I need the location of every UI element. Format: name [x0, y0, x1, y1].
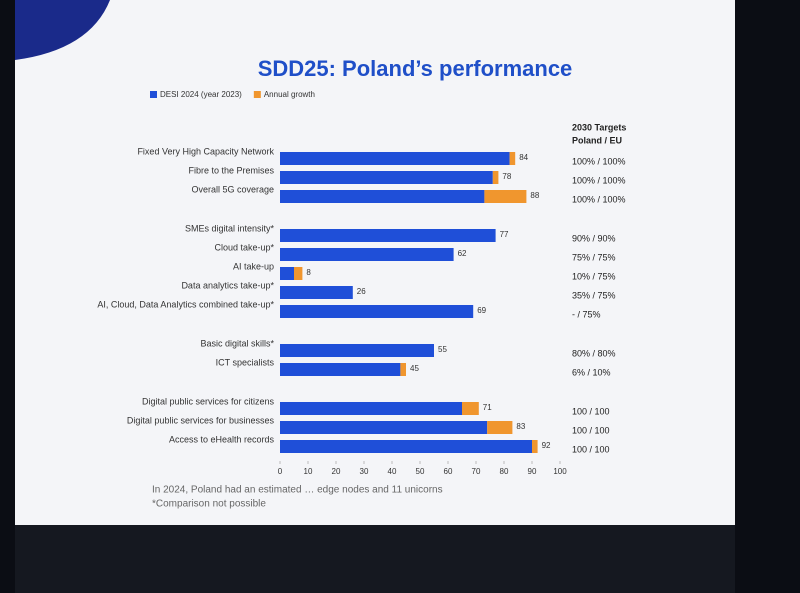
- bar-segment: [280, 248, 454, 261]
- footnote: *Comparison not possible: [152, 499, 266, 510]
- target-label: 90% / 90%: [572, 233, 616, 243]
- x-tick-label: 80: [500, 467, 509, 476]
- value-label: 77: [500, 230, 509, 239]
- bar-segment: [280, 190, 485, 203]
- chart-title: SDD25: Poland’s performance: [258, 56, 573, 81]
- x-tick-label: 90: [528, 467, 537, 476]
- x-tick-label: 70: [472, 467, 481, 476]
- target-label: 100% / 100%: [572, 194, 626, 204]
- target-label: 100 / 100: [572, 406, 610, 416]
- stage-floor: [15, 525, 735, 593]
- legend-swatch: [150, 91, 157, 98]
- category-label: Basic digital skills*: [200, 338, 274, 348]
- target-label: 35% / 75%: [572, 290, 616, 300]
- slide: [15, 0, 735, 525]
- value-label: 45: [410, 364, 419, 373]
- category-label: ICT specialists: [216, 357, 275, 367]
- category-label: SMEs digital intensity*: [185, 223, 275, 233]
- x-tick-label: 30: [360, 467, 369, 476]
- bar-segment: [280, 421, 488, 434]
- category-label: Digital public services for businesses: [127, 415, 275, 425]
- value-label: 69: [477, 306, 486, 315]
- bar-segment: [280, 267, 294, 280]
- bar-segment: [280, 344, 434, 357]
- bar-segment: [509, 152, 516, 165]
- bar-segment: [280, 229, 496, 242]
- targets-subtitle: Poland / EU: [572, 135, 622, 145]
- legend-label: DESI 2024 (year 2023): [160, 90, 242, 99]
- x-tick-label: 0: [278, 467, 283, 476]
- value-label: 62: [458, 249, 467, 258]
- legend-swatch: [253, 91, 261, 98]
- x-tick-label: 50: [416, 467, 425, 476]
- x-tick-label: 10: [304, 467, 313, 476]
- x-tick-label: 100: [553, 467, 567, 476]
- target-label: 75% / 75%: [572, 252, 616, 262]
- bar-segment: [280, 363, 401, 376]
- targets-title: 2030 Targets: [572, 122, 626, 132]
- value-label: 92: [542, 441, 551, 450]
- bar-segment: [487, 421, 513, 434]
- target-label: 100% / 100%: [572, 156, 626, 166]
- target-label: 100% / 100%: [572, 175, 626, 185]
- value-label: 83: [516, 422, 525, 431]
- value-label: 26: [357, 287, 366, 296]
- bar-segment: [280, 152, 510, 165]
- x-tick-label: 60: [444, 467, 453, 476]
- value-label: 84: [519, 153, 528, 162]
- footnote: In 2024, Poland had an estimated … edge …: [152, 485, 443, 496]
- target-label: 100 / 100: [572, 444, 610, 454]
- bar-segment: [280, 402, 462, 415]
- bar-segment: [484, 190, 527, 203]
- category-label: Cloud take-up*: [214, 242, 274, 252]
- category-label: Overall 5G coverage: [191, 184, 274, 194]
- category-label: AI, Cloud, Data Analytics combined take-…: [97, 299, 274, 309]
- bar-segment: [462, 402, 479, 415]
- bar-segment: [280, 286, 353, 299]
- value-label: 88: [530, 191, 539, 200]
- slide-corner: [15, 0, 110, 60]
- bar-segment: [492, 171, 499, 184]
- x-tick-label: 20: [332, 467, 341, 476]
- target-label: 80% / 80%: [572, 348, 616, 358]
- target-label: 6% / 10%: [572, 367, 611, 377]
- bar-segment: [532, 440, 538, 453]
- category-label: Access to eHealth records: [169, 434, 275, 444]
- bar-segment: [400, 363, 406, 376]
- x-tick-label: 40: [388, 467, 397, 476]
- category-label: AI take-up: [233, 261, 274, 271]
- bar-segment: [280, 171, 493, 184]
- target-label: 100 / 100: [572, 425, 610, 435]
- category-label: Data analytics take-up*: [181, 280, 274, 290]
- bar-segment: [280, 440, 532, 453]
- target-label: 10% / 75%: [572, 271, 616, 281]
- category-label: Digital public services for citizens: [142, 396, 275, 406]
- target-label: - / 75%: [572, 309, 601, 319]
- bar-segment: [294, 267, 303, 280]
- value-label: 55: [438, 345, 447, 354]
- value-label: 71: [483, 403, 492, 412]
- value-label: 8: [306, 268, 311, 277]
- category-label: Fibre to the Premises: [188, 165, 274, 175]
- category-label: Fixed Very High Capacity Network: [137, 146, 274, 156]
- value-label: 78: [502, 172, 511, 181]
- legend-label: Annual growth: [264, 90, 315, 99]
- bar-segment: [280, 305, 474, 318]
